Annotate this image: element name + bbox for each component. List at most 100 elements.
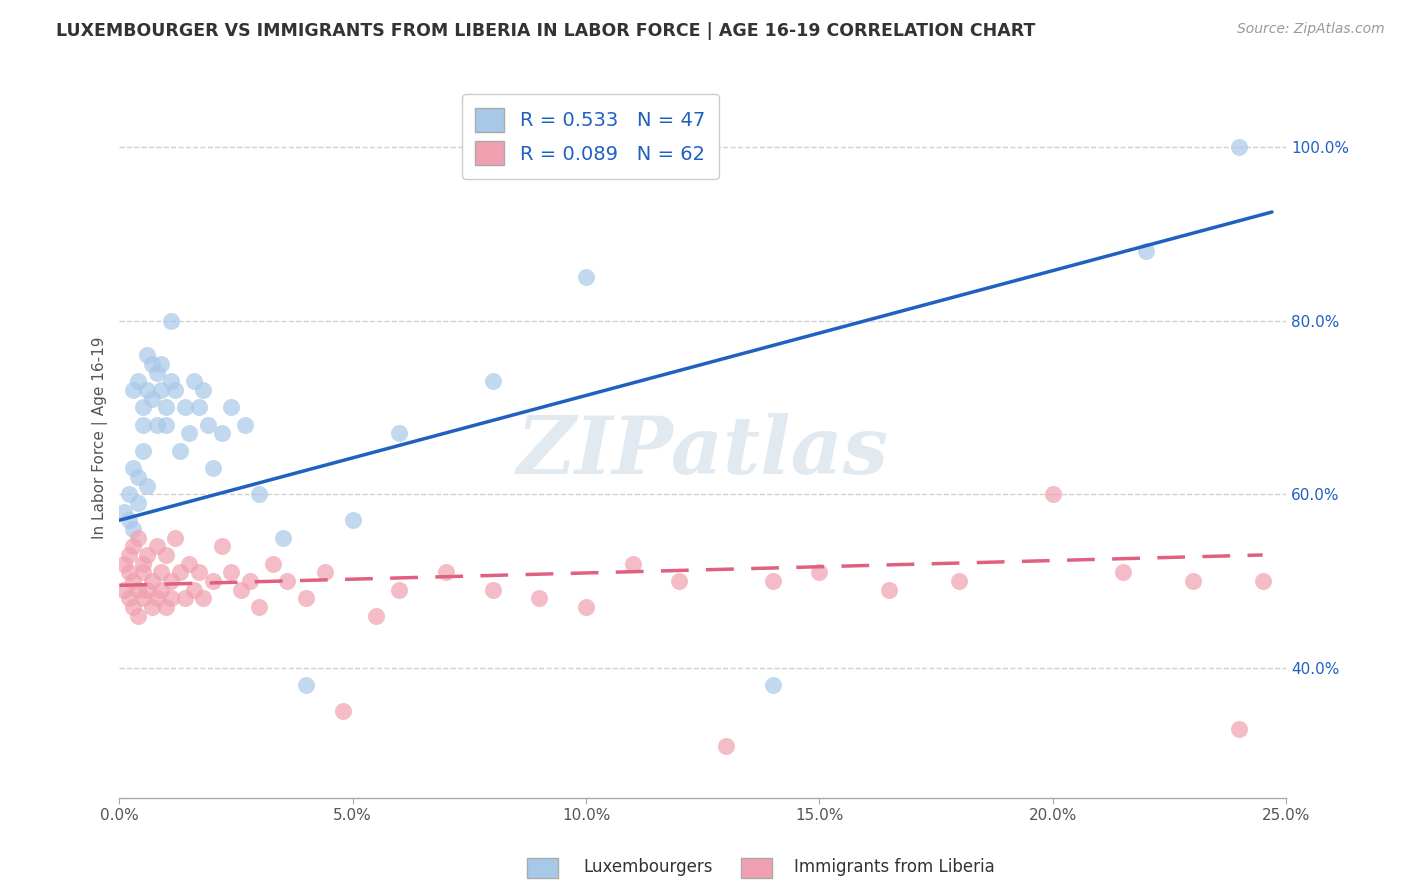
Point bbox=[1042, 487, 1064, 501]
Point bbox=[434, 566, 457, 580]
Point bbox=[132, 417, 155, 432]
Point bbox=[132, 401, 155, 415]
Point bbox=[150, 383, 173, 397]
Point bbox=[136, 478, 159, 492]
Point bbox=[122, 600, 145, 615]
Point bbox=[187, 566, 209, 580]
Point bbox=[141, 574, 163, 588]
Text: Immigrants from Liberia: Immigrants from Liberia bbox=[794, 858, 995, 876]
Point bbox=[122, 539, 145, 553]
Point bbox=[118, 566, 141, 580]
Point bbox=[169, 443, 191, 458]
Point bbox=[136, 548, 159, 562]
Point bbox=[249, 600, 271, 615]
Point bbox=[155, 417, 177, 432]
Point bbox=[762, 574, 785, 588]
Point bbox=[118, 591, 141, 606]
Point bbox=[1111, 566, 1133, 580]
Point bbox=[159, 591, 181, 606]
Point bbox=[211, 426, 233, 441]
Point bbox=[1181, 574, 1204, 588]
Point bbox=[193, 383, 215, 397]
Point bbox=[112, 582, 135, 597]
Point bbox=[1227, 140, 1250, 154]
Point bbox=[575, 600, 598, 615]
Point bbox=[118, 548, 141, 562]
Point bbox=[388, 426, 411, 441]
Point bbox=[132, 443, 155, 458]
Point bbox=[262, 557, 284, 571]
Point bbox=[122, 522, 145, 536]
Text: Source: ZipAtlas.com: Source: ZipAtlas.com bbox=[1237, 22, 1385, 37]
Text: ZIPatlas: ZIPatlas bbox=[516, 413, 889, 491]
Point bbox=[529, 591, 551, 606]
Point bbox=[342, 513, 364, 527]
Point bbox=[575, 270, 598, 285]
Point bbox=[179, 426, 201, 441]
Point bbox=[481, 582, 503, 597]
Point bbox=[332, 704, 354, 718]
Point bbox=[879, 582, 901, 597]
Point bbox=[621, 557, 644, 571]
Point bbox=[136, 348, 159, 362]
Point bbox=[221, 401, 243, 415]
Point bbox=[364, 608, 387, 623]
Point bbox=[112, 504, 135, 518]
Point bbox=[197, 417, 219, 432]
Point bbox=[201, 574, 224, 588]
Point bbox=[122, 574, 145, 588]
Point bbox=[295, 678, 318, 692]
Point bbox=[211, 539, 233, 553]
Point bbox=[141, 600, 163, 615]
Point bbox=[136, 582, 159, 597]
Point bbox=[295, 591, 318, 606]
Point bbox=[173, 401, 195, 415]
Point bbox=[127, 582, 149, 597]
Point bbox=[1135, 244, 1157, 258]
Point bbox=[155, 600, 177, 615]
Point bbox=[271, 531, 294, 545]
Point bbox=[239, 574, 262, 588]
Point bbox=[948, 574, 970, 588]
Point bbox=[1251, 574, 1274, 588]
Point bbox=[235, 417, 257, 432]
Y-axis label: In Labor Force | Age 16-19: In Labor Force | Age 16-19 bbox=[93, 336, 108, 539]
Point bbox=[146, 417, 169, 432]
Point bbox=[388, 582, 411, 597]
Point bbox=[201, 461, 224, 475]
Point bbox=[146, 539, 169, 553]
Point bbox=[183, 374, 205, 388]
Point bbox=[118, 487, 141, 501]
Point bbox=[122, 383, 145, 397]
Point bbox=[159, 374, 181, 388]
Point bbox=[173, 591, 195, 606]
Point bbox=[159, 313, 181, 327]
Legend: R = 0.533   N = 47, R = 0.089   N = 62: R = 0.533 N = 47, R = 0.089 N = 62 bbox=[461, 95, 718, 178]
Point bbox=[127, 531, 149, 545]
Point bbox=[169, 566, 191, 580]
Text: Luxembourgers: Luxembourgers bbox=[583, 858, 713, 876]
Point bbox=[132, 591, 155, 606]
Point bbox=[276, 574, 298, 588]
Point bbox=[150, 582, 173, 597]
Point bbox=[132, 566, 155, 580]
Point bbox=[314, 566, 336, 580]
Point bbox=[127, 374, 149, 388]
Point bbox=[141, 392, 163, 406]
Point bbox=[159, 574, 181, 588]
Point bbox=[127, 496, 149, 510]
Point bbox=[668, 574, 690, 588]
Point bbox=[146, 591, 169, 606]
Point bbox=[165, 383, 187, 397]
Point bbox=[229, 582, 252, 597]
Point bbox=[481, 374, 503, 388]
Point bbox=[183, 582, 205, 597]
Point bbox=[714, 739, 737, 753]
Point bbox=[808, 566, 831, 580]
Point bbox=[146, 366, 169, 380]
Point bbox=[155, 401, 177, 415]
Point bbox=[141, 357, 163, 371]
Point bbox=[127, 470, 149, 484]
Point bbox=[179, 557, 201, 571]
Point bbox=[118, 513, 141, 527]
